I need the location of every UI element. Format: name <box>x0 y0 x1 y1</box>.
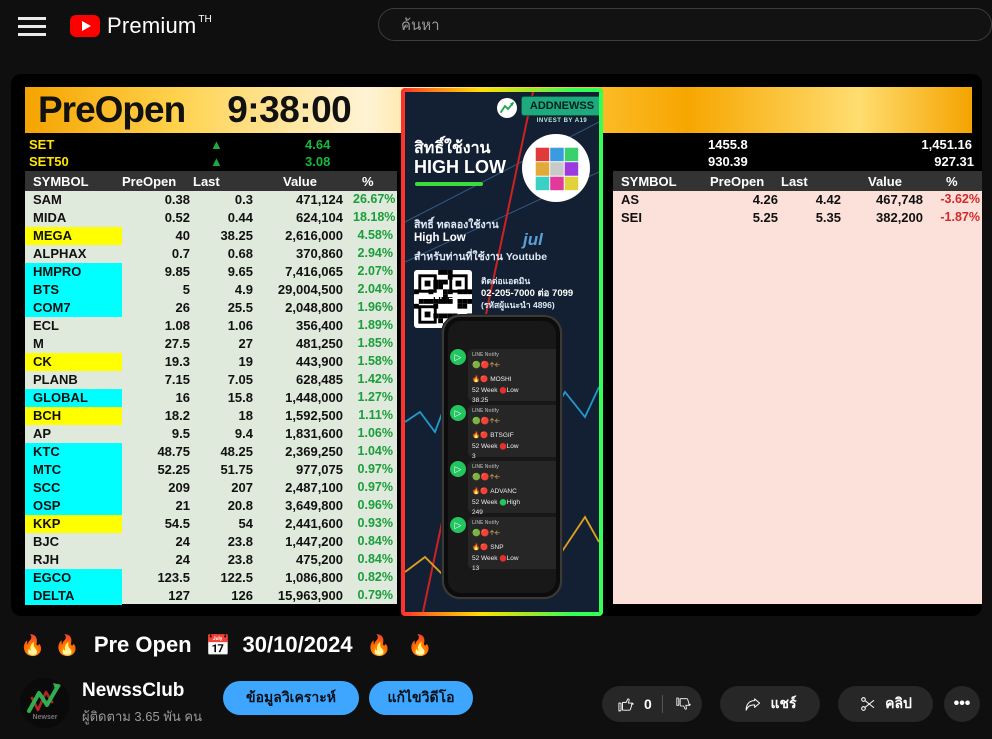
svg-text:LINE: LINE <box>433 295 453 305</box>
svg-text:Newser: Newser <box>33 714 58 721</box>
